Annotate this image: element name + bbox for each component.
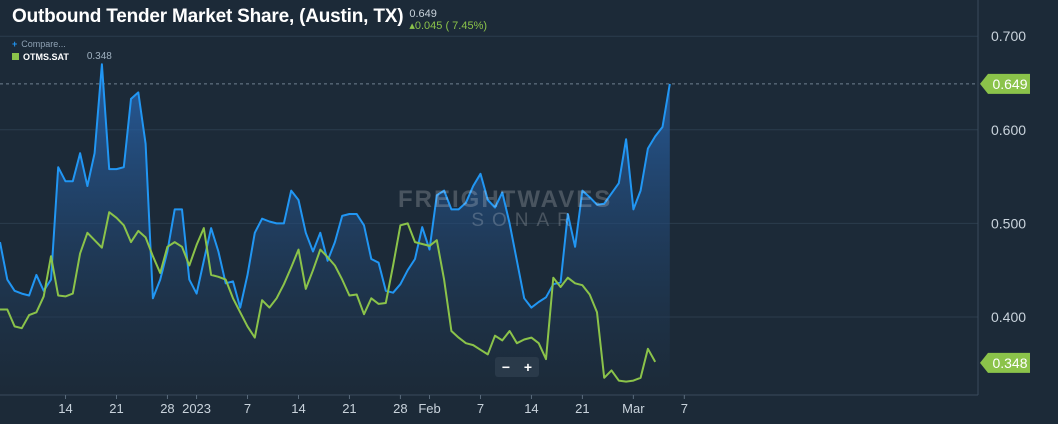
blue-badge-label: 0.649 <box>992 76 1027 92</box>
series-lines <box>0 63 671 383</box>
watermark-line1: FREIGHTWAVES <box>398 186 613 213</box>
y-tick-label: 0.700 <box>991 28 1026 44</box>
current-value: 0.649 <box>409 8 437 20</box>
y-tick-label: 0.400 <box>991 309 1026 325</box>
green-badge-bg <box>980 352 1030 373</box>
x-tick-label: 21 <box>109 401 123 416</box>
compare-label: Compare... <box>21 38 66 49</box>
up-arrow-icon: ▴ <box>409 20 415 32</box>
blue-badge-bg <box>980 73 1030 94</box>
green-badge-label: 0.348 <box>992 355 1027 371</box>
watermark-line2: SONAR <box>471 210 579 231</box>
zoom-in-button[interactable]: + <box>523 359 533 375</box>
legend-item-otms[interactable]: OTMS.SAT 0.348 <box>12 50 487 63</box>
x-tick-label: Mar <box>622 401 645 416</box>
otms-value: 0.348 <box>86 51 112 62</box>
green-swatch-icon <box>12 53 19 60</box>
x-tick-label: 14 <box>58 401 72 416</box>
legend: + Compare... OTMS.SAT 0.348 <box>12 37 487 63</box>
x-tick-label: 7 <box>477 401 484 416</box>
y-tick-label: 0.500 <box>991 215 1026 231</box>
change-value: ▴0.045 ( 7.45%) <box>409 20 487 32</box>
zoom-out-button[interactable]: − <box>501 359 511 375</box>
x-tick-label: 7 <box>244 401 251 416</box>
x-tick-label: 14 <box>524 401 538 416</box>
zoom-controls: − + <box>495 357 539 377</box>
y-tick-label: 0.600 <box>991 122 1026 138</box>
end-badges: 0.649 0.348 <box>980 73 1030 373</box>
blue-area-fill <box>0 64 670 396</box>
otms-label: OTMS.SAT <box>23 51 69 62</box>
axes: 0.700 0.600 0.500 0.400 14 21 28 2023 7 14 21 28 Feb… <box>0 0 1026 416</box>
compare-button[interactable]: + Compare... <box>12 37 487 50</box>
x-tick-label: 7 <box>681 401 688 416</box>
series-line-otms-sat <box>0 211 657 383</box>
x-tick-label: 28 <box>160 401 174 416</box>
watermark: FREIGHTWAVES SONAR <box>398 186 612 232</box>
x-tick-label: 14 <box>291 401 305 416</box>
x-tick-label: 28 <box>393 401 407 416</box>
plus-icon: + <box>12 38 18 49</box>
x-tick-label: 2023 <box>182 401 211 416</box>
x-tick-label: 21 <box>575 401 589 416</box>
chart-title: Outbound Tender Market Share, (Austin, T… <box>12 6 404 27</box>
change-text: 0.045 ( 7.45%) <box>414 20 488 32</box>
x-tick-label: 21 <box>342 401 356 416</box>
blue-area <box>0 64 670 396</box>
x-tick-label: Feb <box>418 401 440 416</box>
chart-header: Outbound Tender Market Share, (Austin, T… <box>12 6 487 63</box>
